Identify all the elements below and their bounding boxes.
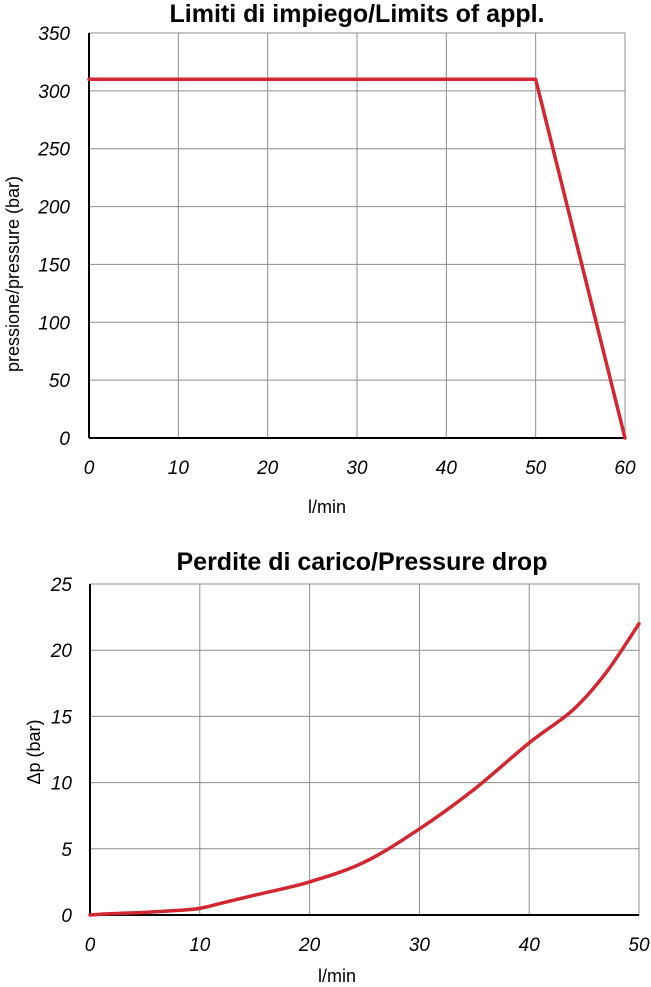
chart-limits-x-tick-label: 0 — [84, 458, 95, 479]
chart-pressure-drop-x-tick-label: 30 — [409, 935, 431, 956]
chart-pressure-drop: Perdite di carico/Pressure drop 0 10 20 30 4… — [24, 548, 650, 986]
chart-limits-y-tick-label: 350 — [38, 24, 70, 45]
chart-pressure-drop-title: Perdite di carico/Pressure drop — [177, 548, 548, 576]
chart-limits: Limiti di impiego/Limits of appl. 0 10 20 3… — [3, 0, 636, 517]
chart-limits-x-tick-label: 60 — [614, 458, 636, 479]
chart-pressure-drop-x-tick-label: 50 — [628, 935, 650, 956]
chart-limits-y-tick-label: 300 — [38, 82, 70, 103]
chart-pressure-drop-ylabel: Δp (bar) — [24, 719, 44, 784]
chart-pressure-drop-y-tick-label: 20 — [50, 641, 73, 662]
chart-pressure-drop-y-tick-label: 25 — [50, 575, 73, 596]
chart-limits-y-tick-label: 150 — [38, 255, 70, 276]
chart-limits-ylabel: pressione/pressure (bar) — [3, 176, 23, 372]
chart-pressure-drop-y-tick-label: 0 — [61, 906, 72, 927]
chart-pressure-drop-xlabel: l/min — [318, 966, 356, 986]
chart-pressure-drop-grid — [89, 583, 640, 916]
chart-limits-y-tick-label: 200 — [37, 198, 70, 219]
chart-pressure-drop-y-tick-label: 5 — [61, 840, 72, 861]
chart-pressure-drop-plot-frame — [89, 583, 640, 916]
chart-pressure-drop-x-tick-label: 40 — [519, 935, 541, 956]
chart-limits-x-tick-label: 20 — [256, 458, 279, 479]
chart-pressure-drop-y-tick-label: 10 — [51, 774, 73, 795]
chart-pressure-drop-y-tick-label: 15 — [51, 707, 73, 728]
chart-limits-x-tick-label: 40 — [436, 458, 458, 479]
chart-pressure-drop-x-tick-label: 0 — [85, 935, 96, 956]
chart-pressure-drop-x-tick-label: 20 — [298, 935, 321, 956]
chart-limits-x-tick-label: 30 — [346, 458, 368, 479]
chart-limits-series-line — [87, 77, 627, 440]
chart-limits-y-tick-label: 0 — [59, 429, 70, 450]
chart-limits-x-tick-label: 50 — [525, 458, 547, 479]
chart-limits-y-tick-label: 100 — [38, 313, 70, 334]
chart-pressure-drop-x-tick-label: 10 — [189, 935, 211, 956]
chart-limits-x-tick-label: 10 — [168, 458, 190, 479]
chart-limits-grid — [88, 32, 626, 439]
chart-pressure-drop-ticks: 0 10 20 30 40 50 0 5 10 15 20 25 — [50, 575, 650, 956]
chart-limits-title: Limiti di impiego/Limits of appl. — [170, 0, 545, 28]
chart-limits-y-tick-label: 250 — [37, 140, 70, 161]
chart-limits-xlabel: l/min — [308, 497, 346, 517]
chart-limits-ticks: 0 10 20 30 40 50 60 0 50 100 150 200 250 300 350 — [37, 24, 636, 479]
chart-limits-y-tick-label: 50 — [49, 371, 71, 392]
chart-pressure-drop-series-line — [88, 621, 641, 917]
